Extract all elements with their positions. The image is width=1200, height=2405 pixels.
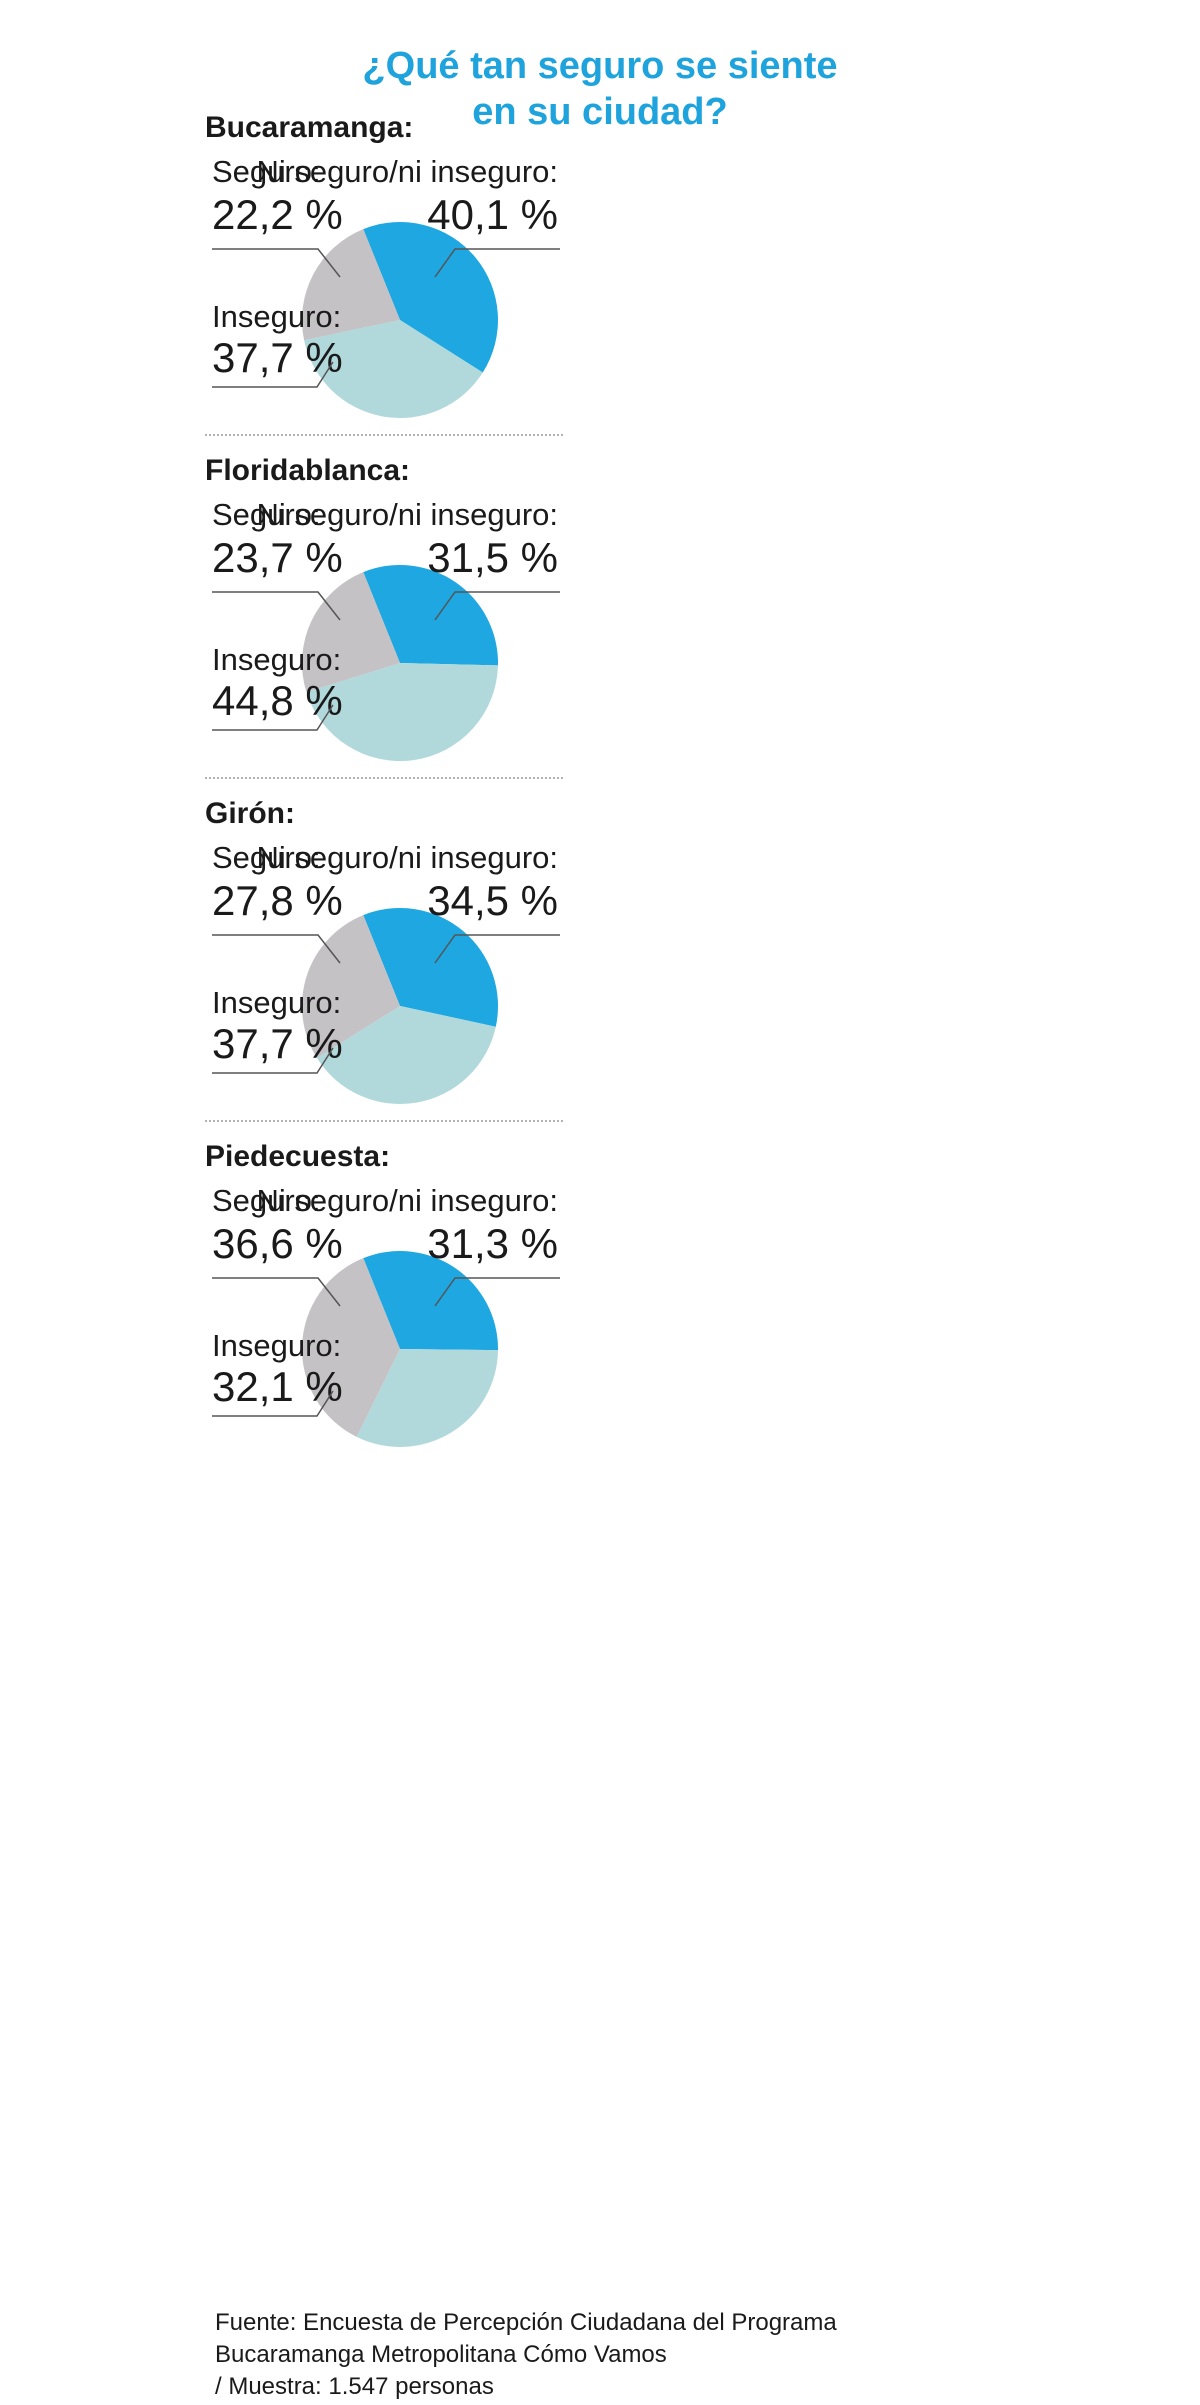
pie-chart-piedecuesta: Piedecuesta: Seguro:36,6 %Ni seguro/ni in…	[205, 1140, 560, 1447]
pie-slice-ni-seguro-ni-inseguro	[363, 908, 499, 1027]
pie-slice-seguro	[302, 1258, 400, 1437]
value-label-seguro: 23,7 %	[212, 534, 343, 581]
value-label-seguro: 27,8 %	[212, 877, 343, 924]
leader-line-ni-seguro-ni-inseguro	[434, 591, 560, 621]
label-inseguro: Inseguro:	[212, 1328, 341, 1363]
label-inseguro: Inseguro:	[212, 642, 341, 677]
city-title-giron: Girón:	[205, 797, 295, 830]
pie-slice-inseguro	[356, 1349, 498, 1447]
label-ni-seguro-ni-inseguro: Ni seguro/ni inseguro:	[256, 1183, 558, 1218]
leader-line-inseguro	[212, 1390, 334, 1417]
leader-line-seguro	[212, 1277, 341, 1307]
pie-slice-inseguro	[304, 320, 483, 418]
leader-line-ni-seguro-ni-inseguro	[434, 248, 560, 278]
leader-line-inseguro	[212, 1047, 334, 1074]
pie-slice-ni-seguro-ni-inseguro	[363, 1251, 498, 1351]
pie-slice-seguro	[301, 229, 400, 341]
label-seguro: Seguro:	[212, 840, 321, 875]
pie-slice-seguro	[301, 915, 400, 1059]
source-line-1: Fuente: Encuesta de Percepción Ciudadana…	[215, 2309, 837, 2336]
pie-slice-inseguro	[306, 663, 498, 762]
label-ni-seguro-ni-inseguro: Ni seguro/ni inseguro:	[256, 840, 558, 875]
leader-line-ni-seguro-ni-inseguro	[434, 1277, 560, 1307]
city-title-floridablanca: Floridablanca:	[205, 454, 410, 487]
label-seguro: Seguro:	[212, 1183, 321, 1218]
label-inseguro: Inseguro:	[212, 985, 341, 1020]
pie-chart-floridablanca: Floridablanca: Seguro:23,7 %Ni seguro/ni …	[205, 454, 565, 779]
pie-charts: Bucaramanga:Seguro:22,2 %Ni seguro/ni in…	[205, 111, 565, 1447]
chart-title-line-2: en su ciudad?	[472, 91, 727, 133]
leader-line-inseguro	[212, 361, 334, 388]
source-line-2: Bucaramanga Metropolitana Cómo Vamos	[215, 2341, 667, 2368]
leader-line-seguro	[212, 934, 341, 964]
label-seguro: Seguro:	[212, 497, 321, 532]
leader-line-inseguro	[212, 704, 334, 731]
value-label-ni-seguro-ni-inseguro: 31,5 %	[427, 534, 558, 581]
leader-line-ni-seguro-ni-inseguro	[434, 934, 560, 964]
value-label-seguro: 22,2 %	[212, 191, 343, 238]
source-line-3: / Muestra: 1.547 personas	[215, 2373, 494, 2400]
value-label-inseguro: 37,7 %	[212, 334, 343, 381]
label-ni-seguro-ni-inseguro: Ni seguro/ni inseguro:	[256, 154, 558, 189]
value-label-inseguro: 32,1 %	[212, 1363, 343, 1410]
pie-slice-ni-seguro-ni-inseguro	[363, 222, 498, 373]
pie-slice-ni-seguro-ni-inseguro	[363, 565, 498, 666]
value-label-inseguro: 37,7 %	[212, 1020, 343, 1067]
label-inseguro: Inseguro:	[212, 299, 341, 334]
leader-line-seguro	[212, 248, 341, 278]
pie-slice-inseguro	[316, 1006, 496, 1105]
label-seguro: Seguro:	[212, 154, 321, 189]
city-title-bucaramanga: Bucaramanga:	[205, 111, 413, 144]
value-label-seguro: 36,6 %	[212, 1220, 343, 1267]
value-label-inseguro: 44,8 %	[212, 677, 343, 724]
value-label-ni-seguro-ni-inseguro: 31,3 %	[427, 1220, 558, 1267]
pie-chart-bucaramanga: Bucaramanga: Seguro:22,2 %Ni seguro/ni in…	[205, 111, 565, 436]
city-title-piedecuesta: Piedecuesta:	[205, 1140, 390, 1173]
value-label-ni-seguro-ni-inseguro: 34,5 %	[427, 877, 558, 924]
value-label-ni-seguro-ni-inseguro: 40,1 %	[427, 191, 558, 238]
pie-chart-giron: Girón: Seguro:27,8 %Ni seguro/ni inseguro…	[205, 797, 565, 1122]
leader-line-seguro	[212, 591, 341, 621]
label-ni-seguro-ni-inseguro: Ni seguro/ni inseguro:	[256, 497, 558, 532]
chart-title-line-1: ¿Qué tan seguro se siente	[362, 45, 837, 87]
